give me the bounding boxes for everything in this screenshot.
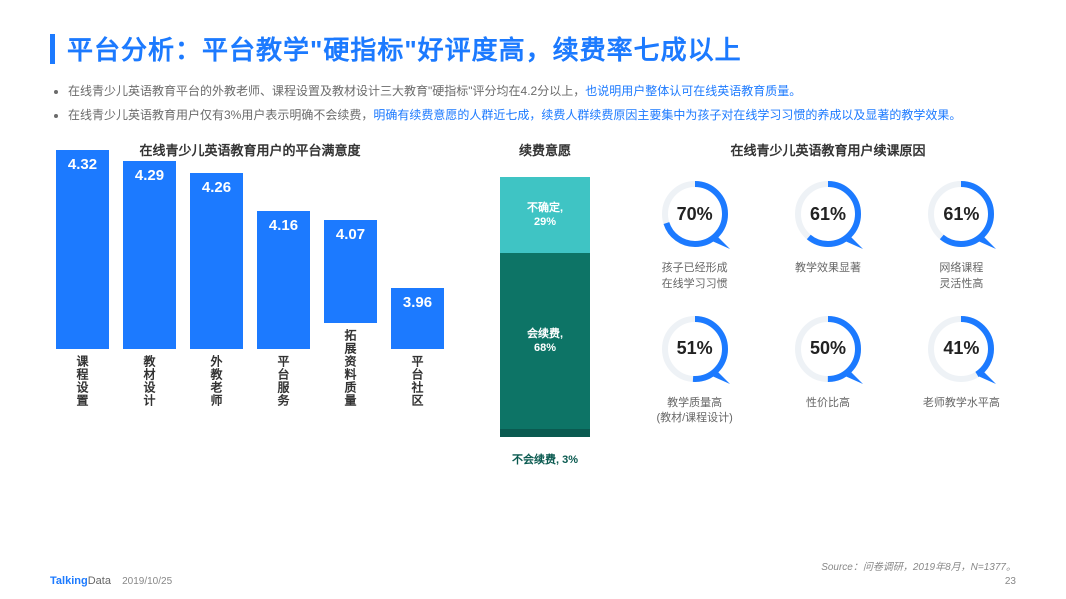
bar-value: 4.16	[257, 217, 310, 234]
bar-label: 拓展资料质量	[342, 329, 359, 407]
reason-chart-section: 在线青少儿英语教育用户续课原因 70% 孩子已经形成 在线学习习惯 61% 教学效果显…	[640, 140, 1016, 427]
logo: TalkingData	[50, 575, 111, 587]
bar-value: 4.07	[324, 226, 377, 243]
reason-bubble: 41%	[924, 312, 998, 386]
bar: 4.29	[123, 161, 176, 349]
page-title: 平台分析：平台教学"硬指标"好评度高，续费率七成以上	[67, 30, 742, 67]
bar-label: 平台服务	[275, 355, 292, 407]
stacked-chart-section: 续费意愿 不确定, 29%会续费, 68% 不会续费, 3%	[480, 140, 610, 467]
stack-segment: 会续费, 68%	[500, 253, 590, 430]
stacked-bottom-label: 不会续费, 3%	[480, 451, 610, 467]
bar-value: 3.96	[391, 294, 444, 311]
reason-bubble: 61%	[924, 177, 998, 251]
page-number: 23	[1005, 576, 1016, 587]
reason-label: 孩子已经形成 在线学习习惯	[662, 261, 728, 292]
bar-value: 4.32	[56, 156, 109, 173]
bar-label: 教材设计	[141, 355, 158, 407]
reason-bubble: 51%	[658, 312, 732, 386]
reason-pct: 70%	[658, 177, 732, 251]
source-text: Source：问卷调研，2019年8月，N=1377。	[821, 558, 1016, 573]
reason-bubble: 70%	[658, 177, 732, 251]
stacked-chart-title: 续费意愿	[480, 140, 610, 159]
reason-chart-title: 在线青少儿英语教育用户续课原因	[640, 140, 1016, 159]
slide: 平台分析：平台教学"硬指标"好评度高，续费率七成以上 在线青少儿英语教育平台的外…	[0, 0, 1066, 599]
bar-label: 课程设置	[74, 355, 91, 407]
reason-pct: 51%	[658, 312, 732, 386]
bullet-item: 在线青少儿英语教育用户仅有3%用户表示明确不会续费，明确有续费意愿的人群近七成，…	[68, 105, 1016, 127]
reason-pct: 50%	[791, 312, 865, 386]
title-accent-bar	[50, 34, 55, 64]
reason-pct: 61%	[924, 177, 998, 251]
bar-wrap: 4.16 平台服务	[257, 211, 310, 407]
bullet-list: 在线青少儿英语教育平台的外教老师、课程设置及教材设计三大教育"硬指标"评分均在4…	[50, 81, 1016, 126]
bullet-item: 在线青少儿英语教育平台的外教老师、课程设置及教材设计三大教育"硬指标"评分均在4…	[68, 81, 1016, 103]
reason-pct: 61%	[791, 177, 865, 251]
stacked-chart: 不确定, 29%会续费, 68%	[500, 177, 590, 447]
stack-segment: 不确定, 29%	[500, 177, 590, 252]
bar: 4.32	[56, 150, 109, 349]
bar-wrap: 4.29 教材设计	[123, 161, 176, 407]
bar-wrap: 3.96 平台社区	[391, 288, 444, 407]
bar: 4.07	[324, 220, 377, 324]
reason-label: 网络课程 灵活性高	[939, 261, 983, 292]
stack-segment	[500, 429, 590, 437]
bar-chart-section: 在线青少儿英语教育用户的平台满意度 4.32 课程设置 4.29 教材设计 4.26 外教…	[50, 140, 450, 407]
bar: 4.26	[190, 173, 243, 349]
reason-label: 老师教学水平高	[923, 396, 1000, 411]
reason-item: 41% 老师教学水平高	[911, 312, 1011, 427]
reason-item: 61% 网络课程 灵活性高	[911, 177, 1011, 292]
bar: 4.16	[257, 211, 310, 349]
bar-value: 4.29	[123, 167, 176, 184]
bar: 3.96	[391, 288, 444, 349]
reason-label: 性价比高	[806, 396, 850, 411]
bar-chart: 4.32课程设置4.29教材设计4.26外教老师4.16平台服务4.07拓展资料…	[50, 177, 450, 407]
reason-item: 51% 教学质量高 (教材/课程设计)	[645, 312, 745, 427]
title-row: 平台分析：平台教学"硬指标"好评度高，续费率七成以上	[50, 30, 1016, 67]
bar-wrap: 4.26 外教老师	[190, 173, 243, 407]
bar-wrap: 4.32 课程设置	[56, 150, 109, 407]
bar-value: 4.26	[190, 179, 243, 196]
reason-bubble: 61%	[791, 177, 865, 251]
reason-grid: 70% 孩子已经形成 在线学习习惯 61% 教学效果显著 61% 网络课程 灵活性高 51%…	[640, 177, 1016, 427]
bar-label: 平台社区	[409, 355, 426, 407]
footer-left: TalkingData 2019/10/25	[50, 575, 172, 587]
charts-row: 在线青少儿英语教育用户的平台满意度 4.32 课程设置 4.29 教材设计 4.26 外教…	[50, 140, 1016, 467]
reason-item: 70% 孩子已经形成 在线学习习惯	[645, 177, 745, 292]
reason-bubble: 50%	[791, 312, 865, 386]
footer: TalkingData 2019/10/25 23	[50, 575, 1016, 587]
reason-label: 教学质量高 (教材/课程设计)	[656, 396, 732, 427]
bar-label: 外教老师	[208, 355, 225, 407]
bar-wrap: 4.07 拓展资料质量	[324, 220, 377, 408]
bar-chart-title: 在线青少儿英语教育用户的平台满意度	[50, 140, 450, 159]
reason-pct: 41%	[924, 312, 998, 386]
footer-date: 2019/10/25	[122, 576, 172, 587]
reason-item: 61% 教学效果显著	[778, 177, 878, 292]
reason-label: 教学效果显著	[795, 261, 861, 276]
reason-item: 50% 性价比高	[778, 312, 878, 427]
